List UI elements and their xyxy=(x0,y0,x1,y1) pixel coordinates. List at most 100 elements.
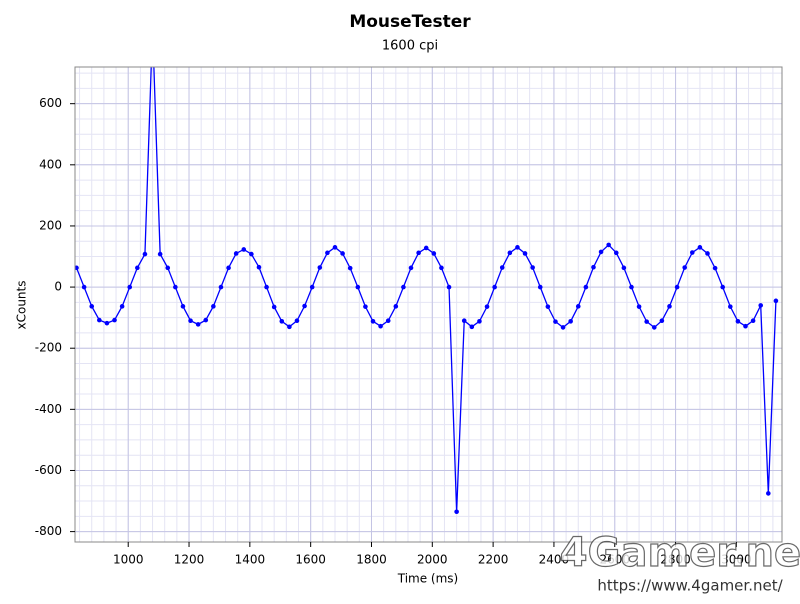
data-point xyxy=(309,284,315,290)
data-point xyxy=(766,491,771,496)
data-point xyxy=(461,318,467,324)
x-tick-label: 1200 xyxy=(174,553,205,567)
data-point xyxy=(575,304,581,309)
data-point xyxy=(568,319,573,324)
data-point xyxy=(363,304,368,309)
x-axis-label: Time (ms) xyxy=(397,572,459,586)
data-point xyxy=(165,265,171,271)
watermark-logo: 4Gamer.net xyxy=(560,530,800,576)
data-point xyxy=(720,284,726,290)
data-point xyxy=(180,304,186,309)
data-point xyxy=(743,323,748,329)
data-point xyxy=(439,265,444,271)
data-point xyxy=(104,320,110,326)
y-axis-label: xCounts xyxy=(15,281,29,330)
data-point xyxy=(370,319,376,324)
data-point xyxy=(545,304,551,309)
data-point xyxy=(697,245,703,250)
x-tick-label: 2600 xyxy=(599,553,630,567)
data-point xyxy=(150,25,155,30)
data-point xyxy=(728,304,733,309)
data-point xyxy=(773,298,779,304)
data-point xyxy=(750,318,756,324)
data-point xyxy=(446,284,452,290)
data-point xyxy=(598,249,604,255)
y-tick-label: -800 xyxy=(35,524,62,538)
x-tick-label: 1000 xyxy=(113,553,144,567)
data-point xyxy=(469,324,475,330)
data-point xyxy=(347,265,353,271)
data-point xyxy=(393,304,399,309)
data-point xyxy=(621,265,627,271)
data-point xyxy=(423,245,429,251)
y-tick-label: -400 xyxy=(35,402,62,416)
watermark-url: https://www.4gamer.net/ xyxy=(597,577,783,595)
data-point xyxy=(583,284,589,290)
plot-area xyxy=(75,25,779,515)
x-tick-label: 1400 xyxy=(235,553,266,567)
y-tick-label: 200 xyxy=(39,218,62,232)
data-point xyxy=(112,317,117,323)
data-point xyxy=(332,245,338,250)
axes: 1000 1200 1400 1600 1800 2000 2200 2400 2600 2800… xyxy=(35,96,752,566)
plot-frame xyxy=(74,66,783,543)
data-point xyxy=(119,304,125,309)
data-point xyxy=(325,250,330,256)
data-point xyxy=(454,509,459,515)
data-point xyxy=(515,245,520,250)
data-point xyxy=(317,265,323,270)
data-point xyxy=(651,325,657,330)
data-point xyxy=(271,304,277,310)
data-point xyxy=(195,322,201,327)
y-tick-label: 400 xyxy=(39,157,62,171)
x-tick-label: 1800 xyxy=(356,553,387,567)
data-point xyxy=(735,319,741,324)
data-point xyxy=(408,265,414,271)
data-point xyxy=(287,324,292,330)
data-point xyxy=(256,264,262,270)
data-point xyxy=(484,304,490,309)
x-tick-label: 1600 xyxy=(295,553,326,567)
data-point xyxy=(385,318,391,324)
grid xyxy=(75,67,782,542)
data-point xyxy=(667,304,672,309)
data-point xyxy=(705,251,710,256)
data-point xyxy=(507,250,513,256)
data-point xyxy=(629,284,634,290)
data-point xyxy=(591,264,596,270)
data-point xyxy=(674,284,680,290)
x-tick-label: 2000 xyxy=(417,553,448,567)
data-point xyxy=(401,284,406,290)
data-point xyxy=(499,265,505,270)
data-point xyxy=(431,251,437,256)
data-point xyxy=(712,265,718,271)
data-point xyxy=(682,265,687,270)
data-point xyxy=(135,265,140,271)
data-point xyxy=(203,317,209,323)
x-tick-label: 2200 xyxy=(478,553,509,567)
data-point xyxy=(302,303,307,309)
x-tick-label: 2400 xyxy=(539,553,570,567)
data-point xyxy=(75,265,79,271)
y-tick-label: -200 xyxy=(35,341,62,355)
x-tick-label: 3000 xyxy=(721,553,752,567)
data-point xyxy=(492,284,497,290)
data-point xyxy=(340,251,345,256)
data-point xyxy=(249,251,254,257)
data-point xyxy=(606,242,611,248)
data-point xyxy=(264,284,269,290)
data-point xyxy=(97,317,102,323)
data-line xyxy=(75,67,777,512)
data-point xyxy=(530,265,535,270)
data-point xyxy=(416,250,421,256)
data-point xyxy=(241,247,247,252)
data-point xyxy=(613,250,619,256)
data-point xyxy=(477,319,482,324)
y-tick-label: 600 xyxy=(39,96,62,110)
data-point xyxy=(157,251,163,257)
y-tick-label: -600 xyxy=(35,463,62,477)
data-point xyxy=(522,251,528,256)
data-point xyxy=(211,304,216,309)
